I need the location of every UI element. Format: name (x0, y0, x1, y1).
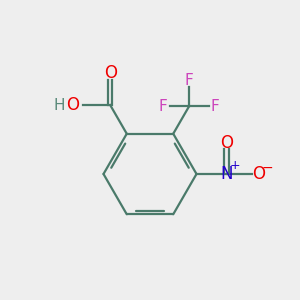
Text: F: F (211, 99, 220, 114)
Text: F: F (158, 99, 167, 114)
Text: O: O (252, 165, 265, 183)
Text: −: − (261, 160, 273, 174)
Text: F: F (184, 74, 194, 88)
Text: N: N (220, 165, 233, 183)
Text: +: + (230, 159, 240, 172)
Text: O: O (220, 134, 233, 152)
Text: O: O (66, 96, 79, 114)
Text: O: O (104, 64, 117, 82)
Text: H: H (53, 98, 65, 113)
